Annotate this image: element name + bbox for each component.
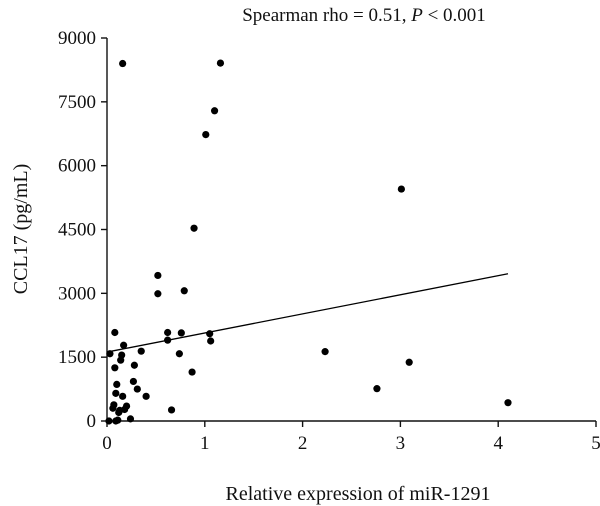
y-tick-label: 4500 bbox=[58, 220, 96, 241]
data-point bbox=[321, 348, 329, 356]
data-point bbox=[120, 341, 128, 349]
data-point bbox=[405, 358, 413, 366]
x-tick-label: 5 bbox=[591, 433, 600, 454]
data-point bbox=[164, 328, 172, 337]
y-tick-label: 6000 bbox=[58, 156, 96, 177]
x-tick-label: 3 bbox=[396, 433, 406, 454]
x-axis-title: Relative expression of miR-1291 bbox=[226, 483, 491, 505]
data-point bbox=[202, 131, 210, 139]
data-point bbox=[180, 287, 188, 295]
data-point bbox=[142, 392, 150, 400]
data-point bbox=[118, 351, 126, 359]
data-point bbox=[113, 380, 121, 389]
chart-title-text: Spearman rho = 0.51, bbox=[242, 5, 411, 26]
y-tick-label: 3000 bbox=[58, 283, 96, 304]
data-point bbox=[210, 107, 219, 115]
y-tick-label: 9000 bbox=[58, 28, 96, 49]
y-tick-label: 7500 bbox=[58, 92, 96, 113]
data-point bbox=[216, 59, 225, 67]
data-point bbox=[175, 350, 183, 358]
y-axis-ticks: 0 1500 3000 4500 6000 7500 9000 bbox=[58, 28, 107, 432]
data-point bbox=[114, 416, 122, 424]
chart-title: Spearman rho = 0.51, P < 0.001 bbox=[242, 5, 486, 26]
data-point bbox=[154, 271, 162, 280]
data-point bbox=[126, 415, 135, 423]
data-point bbox=[105, 417, 113, 425]
data-point bbox=[112, 389, 120, 397]
data-point bbox=[106, 350, 114, 358]
data-point bbox=[206, 330, 214, 338]
data-point bbox=[119, 59, 127, 68]
data-point bbox=[119, 392, 127, 400]
data-point bbox=[130, 361, 138, 369]
data-point bbox=[111, 364, 119, 372]
data-point bbox=[154, 290, 162, 298]
x-axis-ticks: 0 1 2 3 4 5 bbox=[102, 421, 600, 454]
data-point bbox=[397, 185, 405, 193]
data-point bbox=[177, 329, 185, 337]
data-point bbox=[207, 337, 215, 345]
data-point bbox=[373, 385, 381, 393]
data-point bbox=[504, 399, 512, 407]
axes bbox=[106, 38, 596, 422]
x-tick-label: 0 bbox=[102, 433, 112, 454]
x-tick-label: 1 bbox=[200, 433, 210, 454]
data-point bbox=[167, 406, 176, 414]
data-points bbox=[105, 59, 512, 425]
data-point bbox=[122, 402, 131, 410]
chart-title-tail: < 0.001 bbox=[423, 5, 486, 26]
fit-line-group bbox=[106, 273, 509, 353]
x-tick-label: 4 bbox=[493, 433, 503, 454]
data-point bbox=[164, 336, 172, 344]
data-point bbox=[137, 347, 145, 355]
x-tick-label: 2 bbox=[298, 433, 308, 454]
regression-line bbox=[106, 273, 509, 353]
data-point bbox=[111, 328, 119, 337]
chart-title-p: P bbox=[410, 5, 423, 26]
data-point bbox=[190, 224, 198, 232]
y-axis-title: CCL17 (pg/mL) bbox=[10, 164, 32, 295]
data-point bbox=[188, 368, 196, 376]
data-point bbox=[133, 385, 141, 393]
data-point bbox=[110, 401, 118, 409]
y-tick-label: 1500 bbox=[58, 347, 96, 368]
y-tick-label: 0 bbox=[87, 411, 97, 432]
data-point bbox=[129, 377, 138, 386]
